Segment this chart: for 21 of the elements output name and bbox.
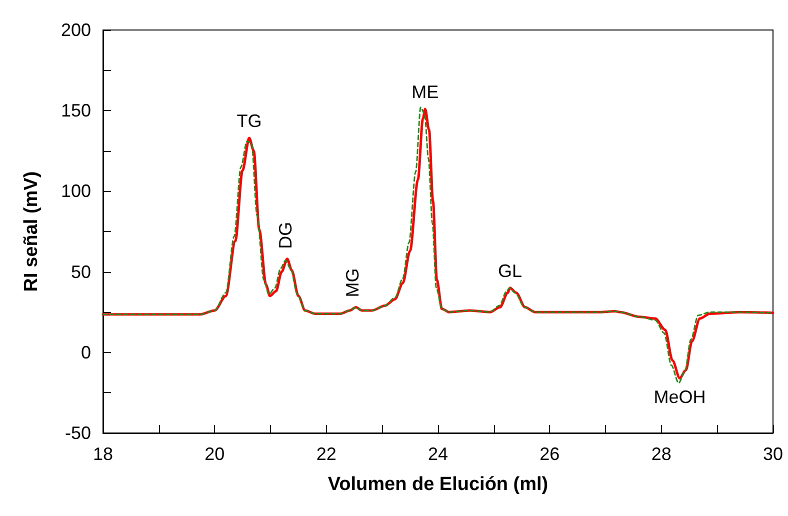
annotation: MeOH <box>654 387 706 408</box>
y-tick-label: 150 <box>60 100 91 121</box>
x-tick-label: 20 <box>204 444 225 464</box>
x-tick-label: 24 <box>428 444 448 464</box>
y-tick-label: 200 <box>60 20 91 40</box>
x-tick-label: 26 <box>540 444 560 464</box>
x-tick-label: 30 <box>762 444 784 464</box>
x-tick-label: 22 <box>316 444 336 464</box>
y-tick-label: -50 <box>64 423 91 443</box>
x-axis-title: Volumen de Elución (ml) <box>328 474 548 495</box>
y-tick-label: 100 <box>60 181 91 202</box>
y-axis-title: RI señal (mV) <box>21 171 42 292</box>
annotation: TG <box>236 111 262 132</box>
annotation: GL <box>498 260 522 281</box>
annotation: DG <box>275 222 296 249</box>
x-tick-label: 28 <box>651 444 672 464</box>
y-tick-label: 0 <box>80 342 91 362</box>
annotation: ME <box>412 82 439 102</box>
y-tick-label: 50 <box>70 262 91 282</box>
annotation: MG <box>342 268 362 298</box>
x-tick-label: 18 <box>92 444 114 464</box>
